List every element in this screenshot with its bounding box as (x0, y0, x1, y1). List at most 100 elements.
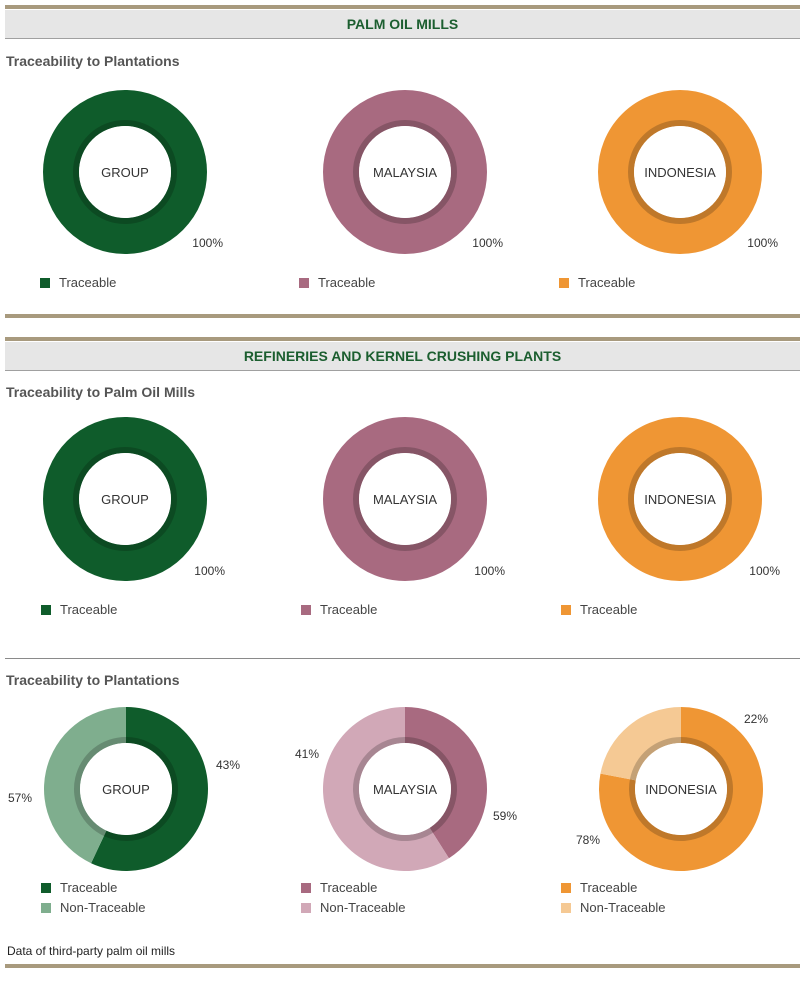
inner-ring-slice (353, 737, 433, 841)
center-label: GROUP (102, 782, 150, 797)
donut-chart-group-mills: GROUP 100% (43, 90, 223, 254)
legend-swatch (41, 604, 51, 615)
center-label: INDONESIA (644, 165, 716, 180)
inner-ring (73, 120, 177, 224)
inner-ring (628, 447, 732, 551)
data-label: 100% (747, 236, 778, 250)
legend-swatch (559, 277, 569, 288)
legend-label: Traceable (580, 602, 638, 617)
data-label: 59% (493, 809, 517, 823)
data-label: 22% (744, 712, 768, 726)
donut-chart-indonesia-mills: INDONESIA 100% (598, 90, 778, 254)
legend-item-traceable: Traceable (41, 602, 117, 617)
legend-swatch (301, 902, 311, 913)
legend-label: Non-Traceable (60, 900, 146, 915)
inner-ring-slice (73, 737, 126, 837)
subsection-divider (5, 658, 800, 659)
donut-slice-non-traceable (322, 707, 449, 871)
legend-item-traceable: Traceable (41, 880, 117, 895)
center-label: INDONESIA (644, 492, 716, 507)
center-label: MALAYSIA (373, 782, 437, 797)
section-divider (5, 314, 800, 318)
legend-swatch (299, 277, 309, 288)
legend-item-traceable: Traceable (299, 275, 375, 290)
center-label: MALAYSIA (373, 165, 437, 180)
data-label: 100% (749, 564, 780, 578)
section-title: PALM OIL MILLS (346, 16, 459, 32)
donut-chart-group-plantations: GROUP 57% 43% (8, 707, 240, 871)
data-label: 100% (192, 236, 223, 250)
donut-chart-indonesia-plantations: INDONESIA 78% 22% (576, 707, 768, 871)
data-label: 41% (295, 747, 319, 761)
donut-slice-traceable (598, 90, 762, 254)
donut-hole (80, 743, 172, 835)
donut-chart-malaysia-mills: MALAYSIA 100% (323, 90, 503, 254)
legend-label: Traceable (320, 880, 378, 895)
data-label: 100% (472, 236, 503, 250)
legend-item-non-traceable: Non-Traceable (561, 900, 666, 915)
donut-hole (359, 453, 451, 545)
data-label: 43% (216, 758, 240, 772)
donut-hole (79, 453, 171, 545)
data-label: 57% (8, 791, 32, 805)
legend-item-traceable: Traceable (301, 602, 377, 617)
legend-swatch (301, 882, 311, 893)
donut-slice-non-traceable (600, 707, 681, 781)
center-label: GROUP (101, 165, 149, 180)
legend-label: Traceable (578, 275, 636, 290)
donut-slice-traceable (43, 417, 207, 581)
donut-hole (634, 453, 726, 545)
legend-label: Traceable (59, 275, 117, 290)
legend-item-traceable: Traceable (561, 602, 637, 617)
legend-item-non-traceable: Non-Traceable (41, 900, 146, 915)
bottom-rule (5, 964, 800, 968)
donut-hole (359, 743, 451, 835)
legend-item-traceable: Traceable (559, 275, 635, 290)
center-label: GROUP (101, 492, 149, 507)
legend-item-non-traceable: Non-Traceable (301, 900, 406, 915)
legend-label: Non-Traceable (580, 900, 666, 915)
legend-swatch (561, 604, 571, 615)
inner-ring (628, 120, 732, 224)
legend-swatch (41, 882, 51, 893)
legend-item-traceable: Traceable (40, 275, 116, 290)
donut-chart-malaysia-refineries-mills: MALAYSIA 100% (323, 417, 505, 581)
inner-ring (353, 447, 457, 551)
center-label: MALAYSIA (373, 492, 437, 507)
section-title: REFINERIES AND KERNEL CRUSHING PLANTS (243, 348, 562, 364)
legend-label: Traceable (580, 880, 638, 895)
legend-swatch (40, 277, 50, 288)
donut-hole (79, 126, 171, 218)
inner-ring-slice (405, 737, 458, 833)
legend-item-traceable: Traceable (301, 880, 377, 895)
donut-hole (635, 743, 727, 835)
legend-swatch (301, 604, 311, 615)
subtitle-refineries-plantations: Traceability to Plantations (6, 672, 180, 688)
legend-swatch (41, 902, 51, 913)
legend-item-traceable: Traceable (561, 880, 637, 895)
donut-hole (634, 126, 726, 218)
donut-slice-traceable (323, 90, 487, 254)
top-rule (5, 5, 800, 9)
donut-slice-traceable (91, 707, 209, 871)
legend-label: Non-Traceable (320, 900, 406, 915)
donut-slice-traceable (598, 417, 762, 581)
inner-ring (353, 120, 457, 224)
data-label: 100% (474, 564, 505, 578)
legend-label: Traceable (60, 880, 118, 895)
subtitle-refineries-mills: Traceability to Palm Oil Mills (6, 384, 196, 400)
inner-ring-slice (629, 737, 681, 781)
legend-label: Traceable (318, 275, 376, 290)
data-label: 78% (576, 833, 600, 847)
donut-chart-malaysia-plantations: MALAYSIA 41% 59% (295, 707, 517, 871)
inner-ring (73, 447, 177, 551)
donut-hole (359, 126, 451, 218)
legend-swatch (561, 902, 571, 913)
donut-chart-group-refineries-mills: GROUP 100% (43, 417, 225, 581)
subtitle-mills-plantations: Traceability to Plantations (6, 53, 180, 69)
donut-slice-traceable (323, 417, 487, 581)
section-header-palm-oil-mills: PALM OIL MILLS (5, 10, 800, 39)
center-label: INDONESIA (645, 782, 717, 797)
section-rule (5, 337, 800, 341)
section-header-refineries: REFINERIES AND KERNEL CRUSHING PLANTS (5, 342, 800, 371)
